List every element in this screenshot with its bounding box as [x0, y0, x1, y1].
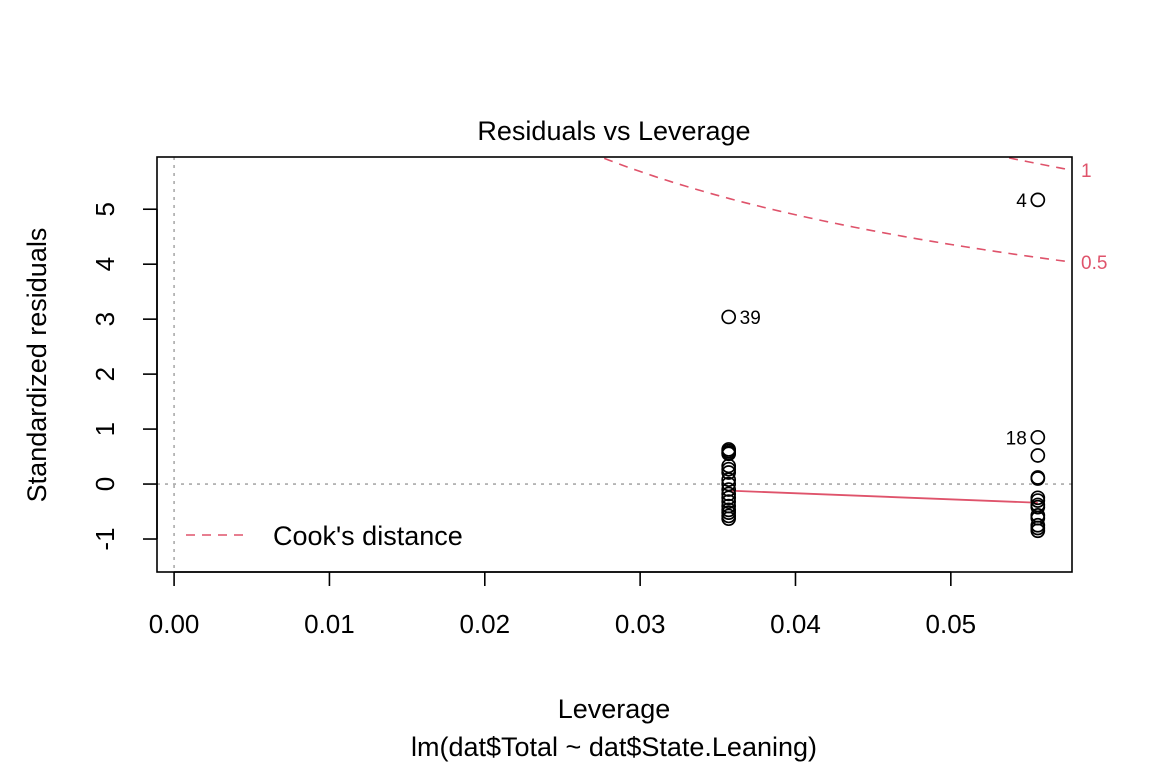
x-tick-label: 0.01	[304, 609, 355, 639]
cooks-distance-labels: 0.51	[1081, 161, 1107, 274]
y-tick-label: 4	[90, 257, 120, 271]
data-point	[1030, 429, 1046, 445]
data-points	[721, 192, 1046, 539]
data-point	[1030, 523, 1046, 539]
x-tick-label: 0.03	[615, 609, 666, 639]
y-axis-label: Standardized residuals	[22, 228, 52, 503]
y-tick-label: -1	[90, 527, 120, 550]
cooks-distance-level-label: 1	[1081, 161, 1092, 182]
x-tick-label: 0.00	[149, 609, 200, 639]
y-tick-label: 0	[90, 477, 120, 491]
data-point	[1030, 471, 1046, 486]
data-point	[1030, 499, 1046, 515]
data-point	[721, 472, 737, 488]
x-tick-label: 0.02	[459, 609, 510, 639]
data-point	[721, 486, 737, 502]
cooks-distance-curve-0.5-upper	[598, 157, 1072, 263]
data-point	[721, 511, 737, 527]
data-point	[721, 494, 737, 509]
x-tick-label: 0.04	[770, 609, 821, 639]
y-axis: -1 0 1 2 3 4 5	[90, 202, 158, 551]
cooks-distance-curves	[598, 157, 1072, 263]
data-point	[1030, 192, 1046, 208]
smooth-line-group	[728, 489, 1038, 504]
x-axis-label: Leverage	[558, 694, 671, 724]
data-point	[1030, 448, 1046, 463]
chart-title: Residuals vs Leverage	[477, 116, 750, 146]
legend: Cook's distance	[186, 521, 463, 551]
x-tick-label: 0.05	[926, 609, 977, 639]
y-tick-label: 2	[90, 367, 120, 381]
legend-entry-cooks-distance: Cook's distance	[273, 521, 463, 551]
y-tick-label: 1	[90, 422, 120, 436]
data-point	[1030, 493, 1046, 508]
plot-frame	[156, 156, 1073, 573]
data-point	[721, 490, 737, 506]
chart-subtitle: lm(dat$Total ~ dat$State.Leaning)	[411, 732, 817, 762]
data-point	[721, 309, 737, 325]
reference-lines	[157, 157, 1072, 572]
data-point	[721, 465, 737, 480]
point-labels: 4 39 18	[740, 191, 1028, 449]
data-point	[721, 482, 737, 497]
cooks-distance-level-label: 0.5	[1081, 253, 1107, 274]
point-label: 4	[1016, 191, 1027, 212]
x-axis: 0.00 0.01 0.02 0.03 0.04 0.05	[149, 571, 977, 639]
point-label: 39	[740, 308, 761, 329]
smooth-line	[728, 489, 1038, 504]
y-tick-label: 5	[90, 202, 120, 216]
data-point	[721, 446, 737, 462]
point-label: 18	[1006, 428, 1027, 449]
y-tick-label: 3	[90, 312, 120, 326]
